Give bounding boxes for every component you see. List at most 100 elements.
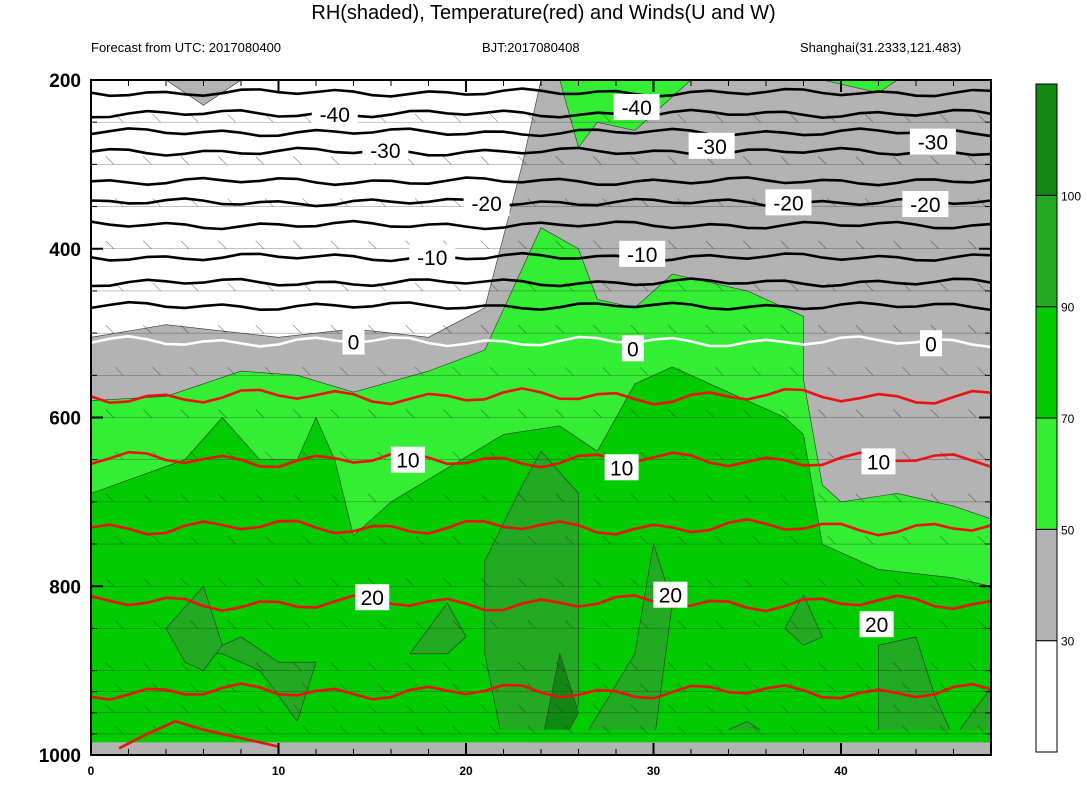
wind-barb xyxy=(893,409,902,418)
wind-barb xyxy=(405,662,414,671)
wind-barb xyxy=(705,493,714,503)
chart-title: RH(shaded), Temperature(red) and Winds(U… xyxy=(311,2,776,24)
wind-barb xyxy=(452,620,461,629)
wind-barb xyxy=(227,113,236,123)
wind-barb xyxy=(218,409,227,418)
wind-barb xyxy=(518,240,527,249)
wind-barb xyxy=(414,535,424,545)
wind-barb xyxy=(855,704,864,714)
wind-barb xyxy=(977,725,986,735)
wind-barb xyxy=(518,578,527,587)
wind-barb xyxy=(330,493,339,503)
wind-barb xyxy=(752,725,761,735)
wind-barb xyxy=(555,662,564,671)
colorbar-label: 100 xyxy=(1061,189,1081,203)
wind-barb xyxy=(180,156,189,165)
wind-barb xyxy=(639,620,649,629)
wind-barb xyxy=(930,156,939,165)
wind-barb xyxy=(780,240,789,249)
wind-barb xyxy=(939,113,949,123)
wind-barb xyxy=(443,662,452,671)
wind-barb xyxy=(752,620,761,629)
wind-barb xyxy=(705,409,714,418)
wind-barb xyxy=(789,113,799,123)
wind-barb xyxy=(939,282,949,292)
wind-barb xyxy=(527,367,536,376)
wind-barb xyxy=(302,725,311,735)
y-tick-label: 1000 xyxy=(39,746,81,767)
wind-barb xyxy=(264,725,274,735)
wind-barb xyxy=(480,409,489,418)
wind-barb xyxy=(489,725,499,735)
wind-barb xyxy=(518,409,527,418)
contour-label-box xyxy=(902,191,949,218)
wind-barb xyxy=(527,725,536,735)
wind-barb xyxy=(930,662,939,671)
colorbar-label: 50 xyxy=(1061,523,1075,537)
x-tick-label: 10 xyxy=(272,764,286,778)
wind-barb xyxy=(902,367,911,376)
wind-barb xyxy=(743,240,752,249)
wind-barb xyxy=(302,367,311,376)
wind-barb xyxy=(752,535,761,545)
wind-barb xyxy=(377,367,386,376)
wind-barb xyxy=(527,451,536,460)
wind-barb xyxy=(593,662,602,671)
wind-barb xyxy=(630,662,639,671)
wind-barb xyxy=(227,620,236,629)
wind-barb xyxy=(527,282,536,292)
wind-barb xyxy=(930,409,939,418)
wind-barb xyxy=(939,620,949,629)
wind-barb xyxy=(977,113,986,123)
temperature-contour-cold xyxy=(91,146,991,157)
contour-label-box xyxy=(390,446,425,473)
wind-barb xyxy=(855,240,864,249)
contour-label: -30 xyxy=(370,140,400,163)
wind-barb xyxy=(480,662,489,671)
wind-barb xyxy=(105,493,114,503)
temperature-contour-warm xyxy=(91,594,991,613)
wind-barb xyxy=(480,240,489,249)
wind-barb xyxy=(255,662,264,671)
wind-barb xyxy=(864,198,874,207)
wind-barb xyxy=(818,662,827,671)
wind-barb xyxy=(564,683,574,692)
wind-barb xyxy=(555,409,564,418)
freezing-level-contour xyxy=(91,334,991,349)
wind-barb xyxy=(893,662,902,671)
y-tick-label: 600 xyxy=(49,409,81,430)
wind-barb xyxy=(893,324,902,334)
wind-barb xyxy=(368,240,377,249)
wind-barb xyxy=(518,493,527,503)
wind-barb xyxy=(855,493,864,503)
wind-barb xyxy=(527,113,536,123)
wind-barb xyxy=(143,156,152,165)
wind-barb xyxy=(368,493,377,503)
wind-barb xyxy=(977,451,986,460)
colorbar-segment xyxy=(1035,194,1058,308)
contour-label: 20 xyxy=(865,614,888,637)
wind-barb xyxy=(330,156,339,165)
wind-barb xyxy=(855,578,864,587)
wind-barb xyxy=(377,683,386,692)
wind-barb xyxy=(789,535,799,545)
wind-barb xyxy=(827,683,836,692)
wind-barb xyxy=(264,367,274,376)
wind-barb xyxy=(893,704,902,714)
wind-barb xyxy=(743,156,752,165)
wind-barb xyxy=(443,578,452,587)
wind-barb xyxy=(668,704,677,714)
wind-barb xyxy=(452,282,461,292)
wind-barb xyxy=(143,409,152,418)
wind-barb xyxy=(218,240,227,249)
wind-barb xyxy=(968,662,977,671)
wind-barb xyxy=(489,282,499,292)
wind-barb xyxy=(902,725,911,735)
wind-barb xyxy=(302,683,311,692)
wind-barb xyxy=(602,535,611,545)
wind-barb xyxy=(105,662,114,671)
wind-barb xyxy=(668,662,677,671)
wind-barb xyxy=(930,704,939,714)
wind-barb xyxy=(780,156,789,165)
